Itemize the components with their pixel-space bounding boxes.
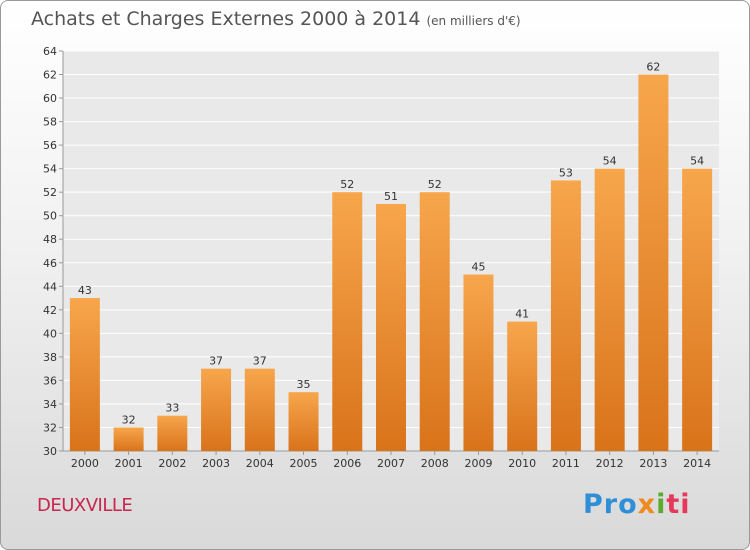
bar [594, 168, 625, 451]
x-tick-label: 2010 [508, 457, 536, 470]
data-label: 52 [428, 178, 442, 191]
bar [682, 168, 713, 451]
y-tick-label: 46 [43, 257, 57, 270]
y-tick-label: 32 [43, 421, 57, 434]
x-tick-label: 2003 [202, 457, 230, 470]
x-tick-label: 2000 [71, 457, 99, 470]
chart-title: Achats et Charges Externes 2000 à 2014 (e… [31, 8, 521, 30]
bar [332, 192, 363, 452]
bar [288, 392, 319, 451]
bar [638, 74, 669, 451]
x-tick-label: 2004 [246, 457, 274, 470]
data-label: 32 [122, 413, 136, 426]
x-tick-label: 2002 [158, 457, 186, 470]
y-tick-label: 34 [43, 398, 57, 411]
y-tick-label: 42 [43, 304, 57, 317]
data-label: 54 [690, 155, 704, 168]
bar [157, 415, 188, 451]
bar [550, 180, 581, 452]
bar [244, 368, 275, 451]
data-label: 37 [253, 355, 267, 368]
x-tick-label: 2014 [683, 457, 711, 470]
title-text: Achats et Charges Externes 2000 à 2014 [31, 8, 421, 30]
y-tick-label: 48 [43, 233, 57, 246]
logo-part-2: x [637, 489, 657, 520]
data-label: 51 [384, 190, 398, 203]
data-label: 43 [78, 284, 92, 297]
x-tick-label: 2001 [115, 457, 143, 470]
y-tick-label: 50 [43, 210, 57, 223]
y-tick-label: 54 [43, 163, 57, 176]
y-tick-label: 40 [43, 327, 57, 340]
logo-part-3: i [656, 489, 667, 520]
x-tick-label: 2013 [639, 457, 667, 470]
bar [201, 368, 232, 451]
data-label: 45 [471, 261, 485, 274]
bar [376, 203, 406, 451]
data-label: 33 [165, 402, 179, 415]
x-tick-label: 2007 [377, 457, 405, 470]
logo-part-1: Pro [583, 489, 638, 520]
y-tick-label: 62 [43, 69, 57, 82]
bar [69, 298, 100, 451]
x-tick-label: 2006 [333, 457, 361, 470]
location-label: DEUXVILLE [37, 495, 133, 516]
data-label: 52 [340, 178, 354, 191]
x-tick-label: 2008 [421, 457, 449, 470]
bar [463, 274, 494, 451]
bar [113, 427, 144, 451]
data-label: 35 [297, 378, 311, 391]
proxiti-logo: Proxiti [583, 489, 691, 520]
x-tick-label: 2009 [464, 457, 492, 470]
bar [507, 321, 538, 451]
y-tick-label: 64 [43, 45, 57, 58]
y-tick-label: 44 [43, 280, 57, 293]
x-tick-label: 2011 [552, 457, 580, 470]
data-label: 41 [515, 308, 529, 321]
data-label: 37 [209, 355, 223, 368]
y-tick-label: 30 [43, 445, 57, 458]
data-label: 53 [559, 166, 573, 179]
x-tick-label: 2005 [290, 457, 318, 470]
chart-subtitle: (en milliers d'€) [426, 14, 521, 28]
data-label: 54 [603, 155, 617, 168]
data-label: 62 [646, 61, 660, 74]
x-tick-label: 2012 [596, 457, 624, 470]
y-tick-label: 60 [43, 92, 57, 105]
logo-part-4: ti [666, 489, 691, 520]
y-tick-label: 36 [43, 374, 57, 387]
y-tick-label: 38 [43, 351, 57, 364]
y-tick-label: 58 [43, 116, 57, 129]
bar [419, 192, 450, 452]
y-tick-label: 52 [43, 186, 57, 199]
y-tick-label: 56 [43, 139, 57, 152]
